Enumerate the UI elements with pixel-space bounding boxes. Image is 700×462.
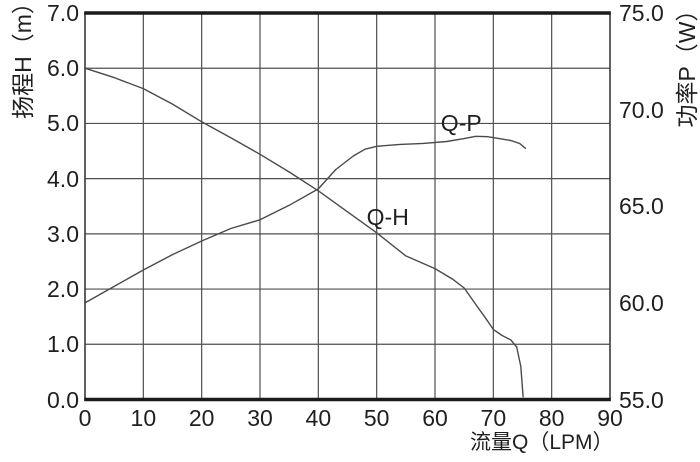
curve-q-h xyxy=(84,67,524,398)
y-right-tick-label: 75.0 xyxy=(619,0,664,26)
y-right-tick-label: 65.0 xyxy=(619,193,664,220)
y-left-tick-label: 7.0 xyxy=(47,0,79,26)
x-tick-label: 90 xyxy=(597,405,623,431)
y-left-tick-label: 1.0 xyxy=(47,331,79,358)
x-tick-label: 80 xyxy=(538,405,565,431)
y-left-tick-label: 6.0 xyxy=(47,55,79,82)
y-right-tick-label: 55.0 xyxy=(619,386,664,413)
x-tick-label: 50 xyxy=(363,405,390,431)
curve-q-p xyxy=(84,135,527,304)
y-left-tick-label: 2.0 xyxy=(47,276,79,303)
y-right-tick-label: 70.0 xyxy=(619,96,664,123)
x-tick-label: 60 xyxy=(422,405,448,431)
y-left-tick-label: 4.0 xyxy=(47,165,79,192)
x-axis-title: 流量Q（LPM） xyxy=(470,431,614,454)
x-tick-label: 0 xyxy=(78,405,92,431)
y-left-tick-label: 3.0 xyxy=(47,220,79,247)
y-left-tick-label: 5.0 xyxy=(47,110,79,137)
y-left-tick-label: 0.0 xyxy=(47,386,79,413)
x-tick-label: 40 xyxy=(305,405,332,431)
y-right-axis-title: 功率P（W） xyxy=(674,0,700,128)
x-tick-label: 30 xyxy=(247,405,273,431)
y-right-tick-label: 60.0 xyxy=(619,289,664,316)
x-tick-label: 20 xyxy=(188,405,215,431)
x-tick-label: 10 xyxy=(130,405,157,431)
x-tick-label: 70 xyxy=(480,405,507,431)
curve-label-q-h: Q-H xyxy=(366,204,409,231)
curve-label-q-p: Q-P xyxy=(440,110,482,137)
